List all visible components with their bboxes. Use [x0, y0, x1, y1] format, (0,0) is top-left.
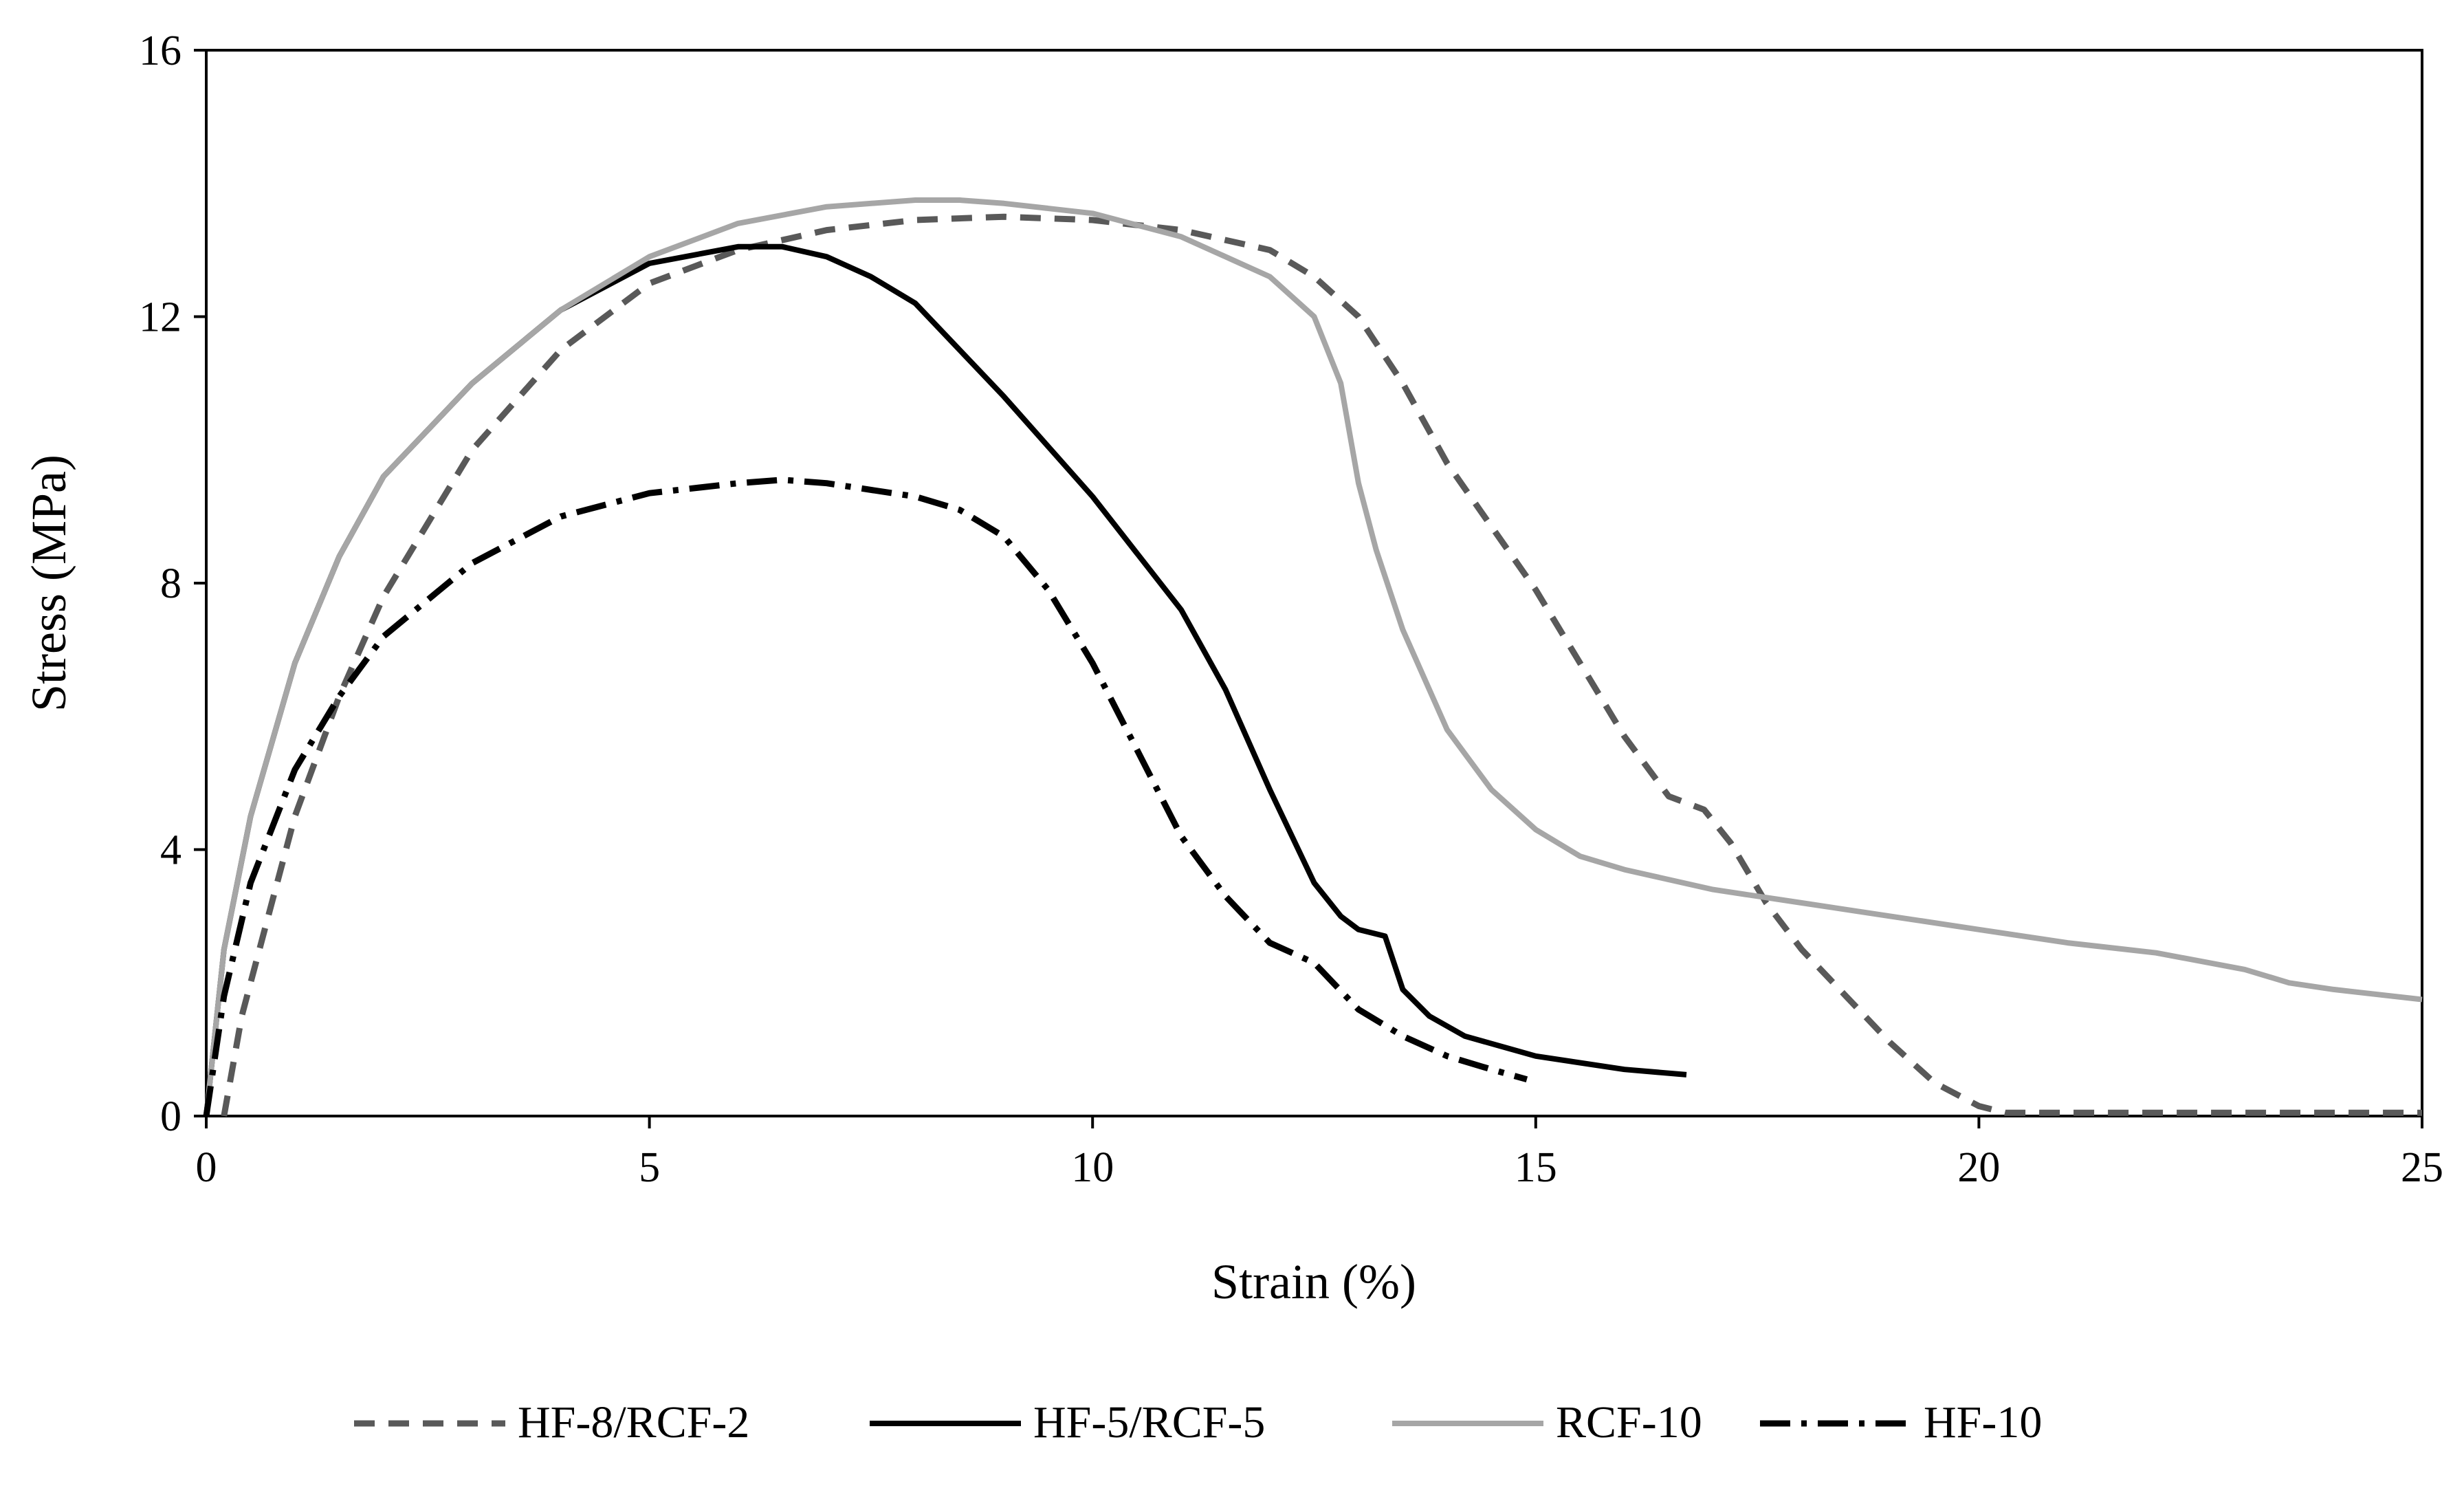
legend: HF-8/RCF-2 HF-5/RCF-5 RCF-10 HF-10	[354, 1397, 2042, 1447]
series-line-hf-10	[203, 477, 1528, 1117]
y-tick-label: 8	[160, 560, 182, 607]
legend-label: HF-8/RCF-2	[518, 1397, 749, 1447]
x-tick-label: 0	[196, 1144, 217, 1191]
series-line-hf-5-rcf-5	[204, 243, 1687, 1117]
series-line-hf-8-rcf-2	[221, 213, 2422, 1117]
y-tick-label: 12	[139, 294, 182, 341]
legend-label: HF-5/RCF-5	[1033, 1397, 1265, 1447]
y-tick-label: 0	[160, 1093, 182, 1140]
legend-label: RCF-10	[1556, 1397, 1702, 1447]
legend-label: HF-10	[1924, 1397, 2042, 1447]
series-line-rcf-10	[204, 197, 2423, 1117]
x-tick-label: 20	[1957, 1144, 2000, 1191]
y-axis-ticks: 0 4 8 12 16	[139, 28, 206, 1140]
x-tick-label: 25	[2401, 1144, 2443, 1191]
x-tick-label: 5	[639, 1144, 660, 1191]
plot-area-frame	[205, 49, 2423, 1117]
series-layer	[203, 197, 2423, 1117]
y-axis-title: Stress (MPa)	[21, 455, 76, 712]
y-tick-label: 4	[160, 827, 182, 874]
x-axis-ticks: 0 5 10 15 20 25	[196, 1116, 2443, 1191]
x-axis-title: Strain (%)	[1211, 1254, 1416, 1309]
x-tick-label: 15	[1515, 1144, 1557, 1191]
x-tick-label: 10	[1071, 1144, 1114, 1191]
y-tick-label: 16	[139, 28, 182, 74]
